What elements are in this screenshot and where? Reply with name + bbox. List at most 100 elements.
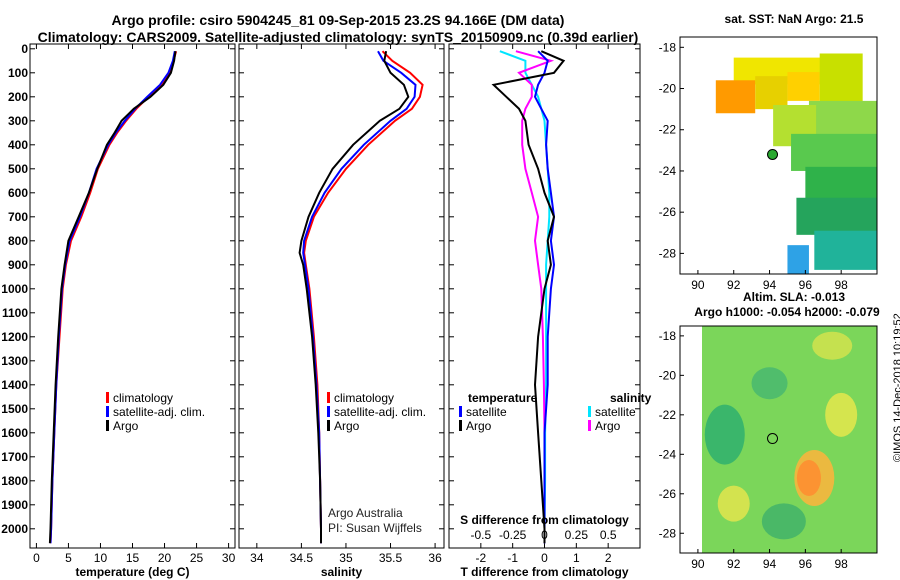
x-tick-label: 35.5 (379, 551, 403, 565)
map-y-tick-label: -26 (659, 205, 677, 219)
series-line-argo (48, 51, 177, 544)
legend-label: Argo (334, 419, 360, 433)
y-tick-label: 900 (8, 258, 28, 272)
map-y-tick-label: -22 (659, 123, 677, 137)
sst-cell (755, 76, 788, 110)
y-tick-label: 2000 (1, 522, 28, 536)
map-frame-sla (679, 325, 878, 554)
y-tick-label: 1500 (1, 402, 28, 416)
sst-cell (796, 197, 877, 235)
map-x-tick-label: 92 (727, 557, 741, 571)
legend-label: satellite-adj. clim. (113, 405, 205, 419)
s-diff-axis-label: S difference from climatology (460, 513, 629, 527)
legend-temp-satellite-swatch (459, 406, 462, 417)
y-tick-label: 1300 (1, 354, 28, 368)
map-y-tick-label: -18 (659, 329, 677, 343)
map-x-tick-label: 96 (799, 278, 813, 292)
map-x-tick-label: 94 (763, 278, 777, 292)
x-tick-label: 1 (573, 551, 580, 565)
sla-blob (717, 485, 750, 522)
legend-sal-satellite: satellite (595, 405, 636, 419)
legend-swatch-climatology (327, 392, 330, 403)
sst-cell (805, 166, 877, 202)
map-y-tick-label: -24 (659, 164, 677, 178)
map-x-tick-label: 94 (763, 557, 777, 571)
x-tick-label: 35 (339, 551, 353, 565)
legend-swatch-climatology (106, 392, 109, 403)
map-y-tick-label: -18 (659, 40, 677, 54)
legend-label: climatology (113, 391, 173, 405)
map-sst (679, 36, 878, 275)
series-line-temperature-argo (491, 50, 566, 544)
legend-temp-argo: Argo (466, 419, 492, 433)
series-line-climatology (49, 50, 178, 544)
sst-cell (814, 230, 877, 270)
map-y-tick-label: -28 (659, 246, 677, 260)
s-diff-tick-label: 0.5 (600, 528, 617, 542)
map-y-tick-label: -20 (659, 82, 677, 96)
x-tick-label: 10 (94, 551, 108, 565)
map-y-tick-label: -24 (659, 447, 677, 461)
y-tick-label: 1800 (1, 474, 28, 488)
legend-swatch-argo (327, 420, 330, 431)
y-tick-label: 1000 (1, 282, 28, 296)
y-tick-label: 300 (8, 114, 28, 128)
y-tick-label: 1600 (1, 426, 28, 440)
x-tick-label: 25 (190, 551, 204, 565)
y-tick-label: 0 (21, 42, 28, 56)
legend-temp-satellite: satellite (466, 405, 507, 419)
y-tick-label: 1200 (1, 330, 28, 344)
legend-sal-title: salinity (610, 391, 652, 405)
x-tick-label: 15 (126, 551, 140, 565)
x-tick-label: 34 (250, 551, 264, 565)
y-tick-label: 1100 (2, 306, 28, 320)
s-diff-tick-label: 0.25 (565, 528, 589, 542)
annotation-argo-australia: Argo Australia (328, 506, 403, 520)
s-diff-tick-label: 0 (541, 528, 548, 542)
y-tick-label: 600 (8, 186, 28, 200)
sla-blob (796, 459, 821, 496)
legend-label: climatology (334, 391, 394, 405)
map-x-tick-label: 90 (691, 278, 705, 292)
series-line-satellite-adj-clim- (49, 51, 176, 544)
y-tick-label: 100 (8, 66, 28, 80)
y-tick-label: 200 (8, 90, 28, 104)
map-x-tick-label: 98 (835, 557, 849, 571)
x-tick-label: 5 (65, 551, 72, 565)
sst-cell (808, 100, 877, 136)
sst-cell (787, 245, 809, 274)
y-tick-label: 500 (8, 162, 28, 176)
y-tick-label: 1900 (1, 498, 28, 512)
map-y-tick-label: -22 (659, 408, 677, 422)
series-line-temperature-satellite (533, 50, 556, 544)
title-line-1: Argo profile: csiro 5904245_81 09-Sep-20… (111, 12, 565, 28)
x-tick-label: 30 (222, 551, 236, 565)
x-axis-label: salinity (321, 565, 363, 579)
legend-sal-argo-swatch (588, 420, 591, 431)
legend-swatch-satellite-adj-clim- (106, 406, 109, 417)
s-diff-tick-label: -0.25 (499, 528, 527, 542)
sla-panel-title-1: Altim. SLA: -0.013 (742, 290, 846, 304)
legend-sal-satellite-swatch (588, 406, 591, 417)
argo-location-marker (767, 148, 779, 160)
map-x-tick-label: 96 (799, 557, 813, 571)
y-tick-label: 400 (8, 138, 28, 152)
sst-panel-title: sat. SST: NaN Argo: 21.5 (724, 12, 864, 26)
legend-label: satellite-adj. clim. (334, 405, 426, 419)
title-line-2: Climatology: CARS2009. Satellite-adjuste… (37, 29, 639, 45)
x-axis-label: temperature (deg C) (75, 565, 189, 579)
map-y-tick-label: -20 (659, 368, 677, 382)
y-tick-label: 800 (8, 234, 28, 248)
sst-cell (791, 133, 877, 171)
sst-cell (715, 80, 756, 114)
legend-label: Argo (113, 419, 139, 433)
x-axis-label: T difference from climatology (460, 565, 628, 579)
sla-panel-title-2: Argo h1000: -0.054 h2000: -0.079 (694, 305, 880, 319)
x-tick-label: 34.5 (290, 551, 314, 565)
sst-cell (787, 72, 820, 101)
legend-swatch-argo (106, 420, 109, 431)
sst-cell (819, 53, 863, 110)
series-line-argo (298, 51, 410, 544)
annotation-pi: PI: Susan Wijffels (328, 521, 422, 535)
